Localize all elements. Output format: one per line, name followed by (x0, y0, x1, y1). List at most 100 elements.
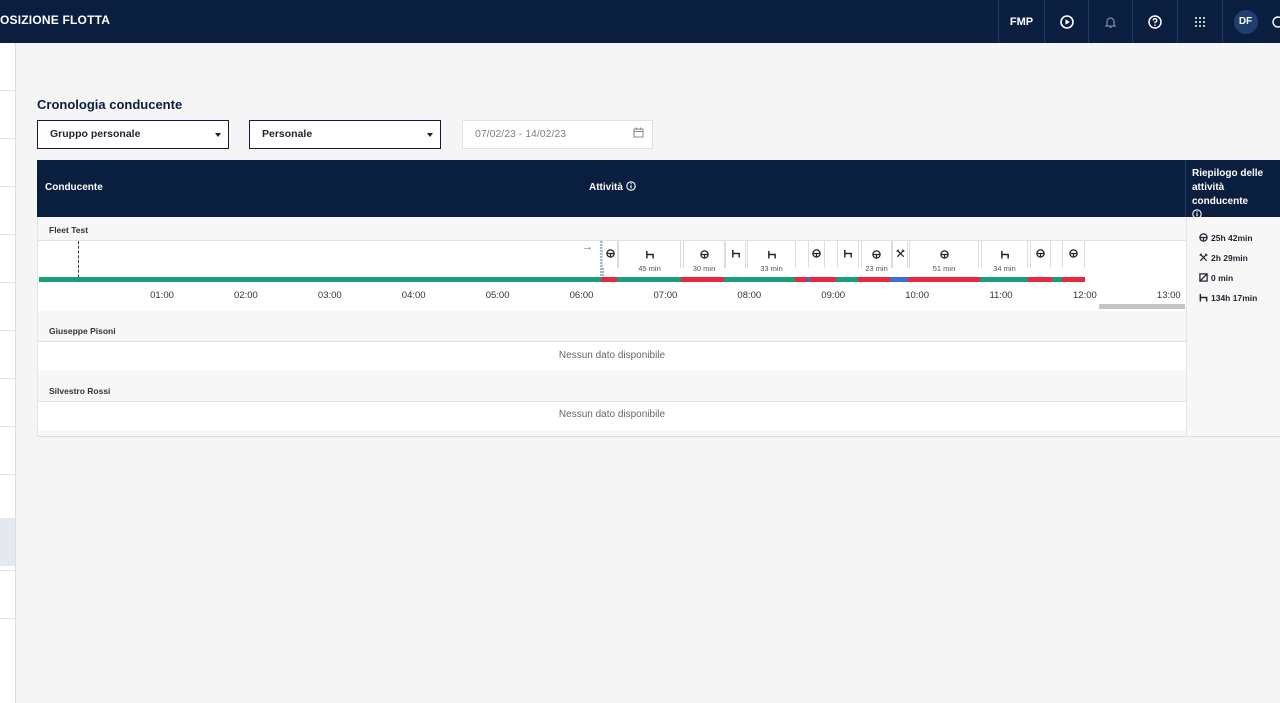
settings-icon[interactable] (1268, 0, 1280, 43)
activity-bar-segment (807, 277, 810, 282)
activity-segment-rest[interactable]: 33 min (747, 241, 796, 273)
tools-icon (1199, 253, 1208, 262)
time-tick-label: 08:00 (737, 290, 762, 301)
timeline-axis: 01:00 02:00 03:00 04:00 05:00 06:00 07:00 08:00… (39, 283, 1186, 311)
activity-bar-segment (810, 277, 836, 282)
activity-segment-drive[interactable]: 51 min (909, 241, 979, 273)
activity-bar-segment (908, 277, 980, 282)
summary-work-value: 2h 29min (1211, 253, 1248, 263)
sidebar-divider (0, 330, 15, 331)
activity-bar-segment (746, 277, 795, 282)
timeline-row (38, 341, 1186, 370)
bed-icon (838, 249, 858, 258)
app-title: OSIZIONE FLOTTA (0, 13, 111, 27)
date-range-input[interactable]: 07/02/23 - 14/02/23 (462, 120, 653, 149)
summary-rest: 134h 17min (1199, 293, 1258, 303)
activity-segment-drive[interactable] (1030, 241, 1051, 268)
activity-bar-segment (724, 277, 746, 282)
sidebar-divider (0, 426, 15, 427)
person-select[interactable]: Personale (249, 120, 441, 149)
current-time-marker (78, 241, 79, 287)
steering-wheel-icon (1063, 249, 1084, 258)
bed-icon (748, 250, 795, 259)
column-header-activity-label: Attività (589, 182, 623, 193)
activity-segment-rest[interactable] (725, 241, 746, 268)
activity-segment-drive[interactable] (602, 241, 618, 268)
driver-name: Giuseppe Pisoni (49, 326, 116, 336)
availability-icon (1199, 273, 1208, 282)
help-circle-icon[interactable] (1132, 0, 1177, 43)
steering-wheel-icon (684, 250, 724, 259)
time-tick-label: 09:00 (821, 290, 846, 301)
no-data-message: Nessun dato disponibile (558, 350, 666, 361)
top-navigation-bar: OSIZIONE FLOTTA FMP DF (0, 0, 1280, 43)
sidebar-divider (0, 570, 15, 571)
activity-bar-segment (890, 277, 908, 282)
time-tick-label: 05:00 (485, 290, 510, 301)
caret-down-icon (215, 133, 221, 137)
activity-segment-drive[interactable]: 30 min (683, 241, 725, 273)
column-header-activity: Attività (589, 181, 636, 194)
apps-grid-icon[interactable] (1177, 0, 1222, 43)
bed-icon (982, 250, 1027, 259)
steering-wheel-icon (1031, 249, 1050, 258)
play-circle-icon[interactable] (1044, 0, 1088, 43)
activity-duration-label: 30 min (692, 264, 716, 273)
time-tick-label: 12:00 (1073, 290, 1097, 301)
time-tick-label: 10:00 (905, 290, 929, 301)
activity-duration-label: 51 min (932, 264, 956, 273)
avatar: DF (1233, 9, 1258, 34)
activity-segment-rest[interactable]: 34 min (981, 241, 1028, 273)
timeline-scrollbar[interactable] (1099, 304, 1185, 309)
activity-segment-drive[interactable] (1062, 241, 1085, 268)
tools-icon (893, 249, 907, 258)
calendar-icon[interactable] (633, 127, 644, 141)
driver-name: Silvestro Rossi (49, 386, 111, 396)
activity-table-header: Conducente Attività Riepilogo delle atti… (37, 160, 1280, 219)
time-tick-label: 04:00 (401, 290, 426, 301)
activity-bar-segment (795, 277, 807, 282)
activity-summary: 25h 42min 2h 29min 0 min 134h 17min (1186, 217, 1280, 437)
time-tick-label: 02:00 (234, 290, 258, 301)
time-tick-label: 03:00 (317, 290, 342, 301)
time-tick-label: 01:00 (150, 290, 174, 301)
summary-rest-value: 134h 17min (1211, 293, 1258, 303)
summary-work: 2h 29min (1199, 253, 1248, 263)
activity-bar-segment (836, 277, 858, 282)
steering-wheel-icon (910, 250, 978, 259)
sidebar-divider (0, 474, 15, 475)
activity-segment-rest[interactable] (837, 241, 859, 268)
group-select[interactable]: Gruppo personale (37, 120, 229, 149)
bell-icon[interactable] (1088, 0, 1132, 43)
caret-down-icon (427, 133, 433, 137)
activity-bar-segment (601, 277, 617, 282)
left-sidebar (0, 43, 16, 703)
activity-segment-drive[interactable] (808, 241, 825, 268)
activity-timeline[interactable]: → 45 min 30 min 33 min 23 min 51 min 34 min (39, 241, 1186, 287)
group-select-value: Gruppo personale (50, 128, 141, 140)
activity-segment-rest[interactable]: 45 min (618, 241, 681, 273)
activity-bar-segment (681, 277, 724, 282)
info-icon[interactable] (626, 181, 636, 194)
activity-table-body: Fleet Test → 45 min 30 min 33 min 23 min 51 … (37, 217, 1280, 437)
time-tick-label: 06:00 (569, 290, 594, 301)
summary-drive-value: 25h 42min (1211, 233, 1253, 243)
activity-segment-work[interactable] (892, 241, 908, 268)
activity-duration-label: 34 min (993, 264, 1016, 273)
activity-duration-label: 33 min (760, 264, 783, 273)
sidebar-item-active[interactable] (0, 518, 15, 566)
no-data-message: Nessun dato disponibile (558, 409, 666, 420)
time-tick-label: 11:00 (989, 290, 1013, 301)
activity-bar-segment (858, 277, 890, 282)
sidebar-divider (0, 186, 15, 187)
summary-drive: 25h 42min (1199, 233, 1253, 243)
steering-wheel-icon (1199, 233, 1208, 242)
activity-segment-drive[interactable]: 23 min (861, 241, 892, 273)
sidebar-divider (0, 90, 15, 91)
sidebar-divider (0, 234, 15, 235)
column-header-summary: Riepilogo delle attività conducente (1185, 160, 1280, 219)
activity-bar-segment (1028, 277, 1052, 282)
fmp-button[interactable]: FMP (998, 0, 1044, 43)
sidebar-divider (0, 282, 15, 283)
user-avatar-button[interactable]: DF (1222, 0, 1268, 43)
